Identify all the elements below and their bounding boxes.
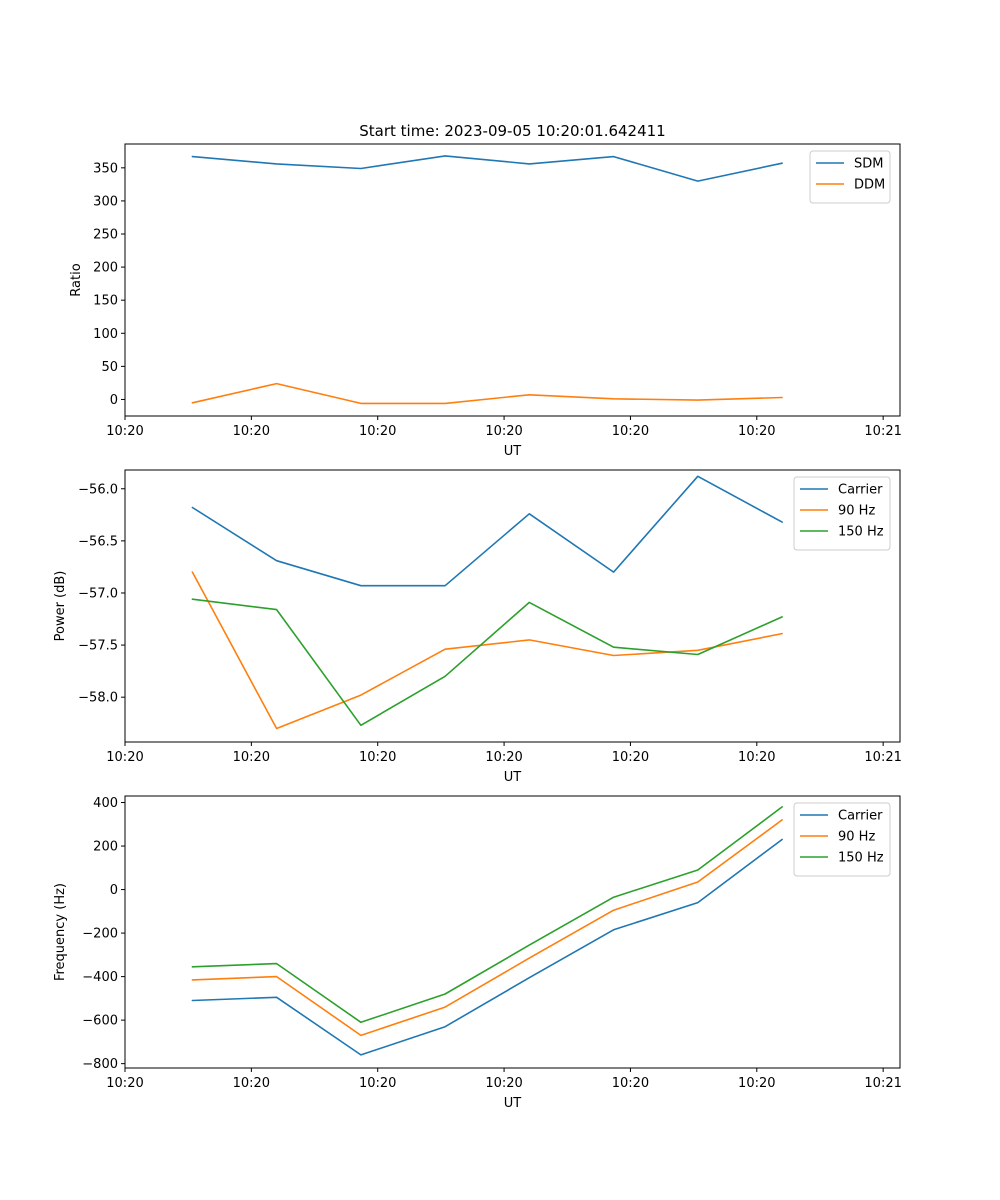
power-panel: 10:20 10:20 10:20 10:20 10:20 10:20 10:21 −56.0…: [53, 469, 902, 785]
frequency-x-tick-label: 10:20: [106, 1076, 143, 1091]
frequency-y-tick-label: 0: [110, 883, 118, 898]
power-x-tick-label: 10:20: [359, 750, 396, 765]
power-x-tick-label: 10:20: [612, 750, 649, 765]
ratio-x-tick-label: 10:21: [864, 424, 901, 439]
frequency-series-carrier-line: [191, 838, 783, 1056]
figure-title: Start time: 2023-09-05 10:20:01.642411: [359, 122, 665, 140]
ratio-y-tick-label: 300: [93, 194, 118, 209]
power-series-90-hz-line: [191, 571, 783, 730]
frequency-legend-label-carrier: Carrier: [838, 809, 883, 824]
power-legend: Carrier 90 Hz 150 Hz: [793, 476, 891, 551]
ratio-legend-label-sdm: SDM: [854, 157, 883, 172]
ratio-x-tick-label: 10:20: [485, 424, 522, 439]
ratio-y-tick-label: 200: [93, 261, 118, 276]
ratio-y-tick-label: 250: [93, 228, 118, 243]
frequency-panel: 10:20 10:20 10:20 10:20 10:20 10:20 10:21 400 20…: [53, 795, 902, 1111]
frequency-x-tick-label: 10:20: [233, 1076, 270, 1091]
ratio-x-tick-label: 10:20: [106, 424, 143, 439]
power-x-tick-label: 10:20: [738, 750, 775, 765]
frequency-series-90-hz-line: [191, 819, 783, 1037]
frequency-y-tick-label: −400: [82, 970, 118, 985]
ratio-x-tick-label: 10:20: [612, 424, 649, 439]
frequency-y-tick-label: 400: [93, 796, 118, 811]
frequency-x-tick-label: 10:20: [738, 1076, 775, 1091]
ratio-y-tick-label: 50: [101, 360, 118, 375]
frequency-y-tick-label: −800: [82, 1057, 118, 1072]
ratio-series-ddm-line: [191, 382, 783, 405]
frequency-y-axis-label: Frequency (Hz): [53, 883, 68, 981]
power-series-carrier-line: [191, 475, 783, 587]
ratio-series-sdm-line: [191, 155, 783, 182]
frequency-y-tick-label: −600: [82, 1014, 118, 1029]
frequency-x-tick-label: 10:20: [359, 1076, 396, 1091]
frequency-x-tick-label: 10:20: [485, 1076, 522, 1091]
ratio-legend: SDM DDM: [809, 150, 891, 204]
power-y-tick-label: −57.0: [78, 586, 118, 601]
ratio-y-tick-label: 150: [93, 294, 118, 309]
power-legend-label-90-hz: 90 Hz: [838, 504, 875, 519]
power-y-axis-label: Power (dB): [53, 571, 68, 642]
power-x-tick-label: 10:20: [106, 750, 143, 765]
ratio-y-tick-label: 0: [110, 393, 118, 408]
frequency-axes-frame: [124, 795, 901, 1069]
ratio-y-tick-label: 350: [93, 161, 118, 176]
frequency-y-tick-label: −200: [82, 927, 118, 942]
frequency-legend-label-150-hz: 150 Hz: [838, 851, 884, 866]
power-x-tick-label: 10:20: [485, 750, 522, 765]
ratio-x-tick-label: 10:20: [738, 424, 775, 439]
ratio-legend-label-ddm: DDM: [854, 178, 885, 193]
frequency-legend: Carrier 90 Hz 150 Hz: [793, 802, 891, 877]
power-axes-frame: [124, 469, 901, 743]
power-y-tick-label: −56.5: [78, 534, 118, 549]
power-legend-label-carrier: Carrier: [838, 483, 883, 498]
ratio-panel: 10:20 10:20 10:20 10:20 10:20 10:20 10:21 0 50 10…: [69, 143, 902, 459]
frequency-x-axis-label: UT: [504, 1096, 522, 1111]
power-legend-label-150-hz: 150 Hz: [838, 525, 884, 540]
ratio-x-axis-label: UT: [504, 444, 522, 459]
power-series-150-hz-line: [191, 598, 783, 727]
ratio-y-tick-label: 100: [93, 327, 118, 342]
ratio-y-axis-label: Ratio: [69, 263, 84, 296]
power-x-axis-label: UT: [504, 770, 522, 785]
ratio-x-tick-label: 10:20: [233, 424, 270, 439]
power-y-tick-label: −56.0: [78, 482, 118, 497]
frequency-y-tick-label: 200: [93, 840, 118, 855]
frequency-x-tick-label: 10:20: [612, 1076, 649, 1091]
power-y-tick-label: −57.5: [78, 639, 118, 654]
frequency-legend-label-90-hz: 90 Hz: [838, 830, 875, 845]
power-x-tick-label: 10:21: [864, 750, 901, 765]
power-y-tick-label: −58.0: [78, 691, 118, 706]
power-x-tick-label: 10:20: [233, 750, 270, 765]
ratio-legend-box: [809, 150, 891, 204]
frequency-series-150-hz-line: [191, 806, 783, 1024]
ratio-x-tick-label: 10:20: [359, 424, 396, 439]
ratio-axes-frame: [124, 143, 901, 417]
frequency-x-tick-label: 10:21: [864, 1076, 901, 1091]
